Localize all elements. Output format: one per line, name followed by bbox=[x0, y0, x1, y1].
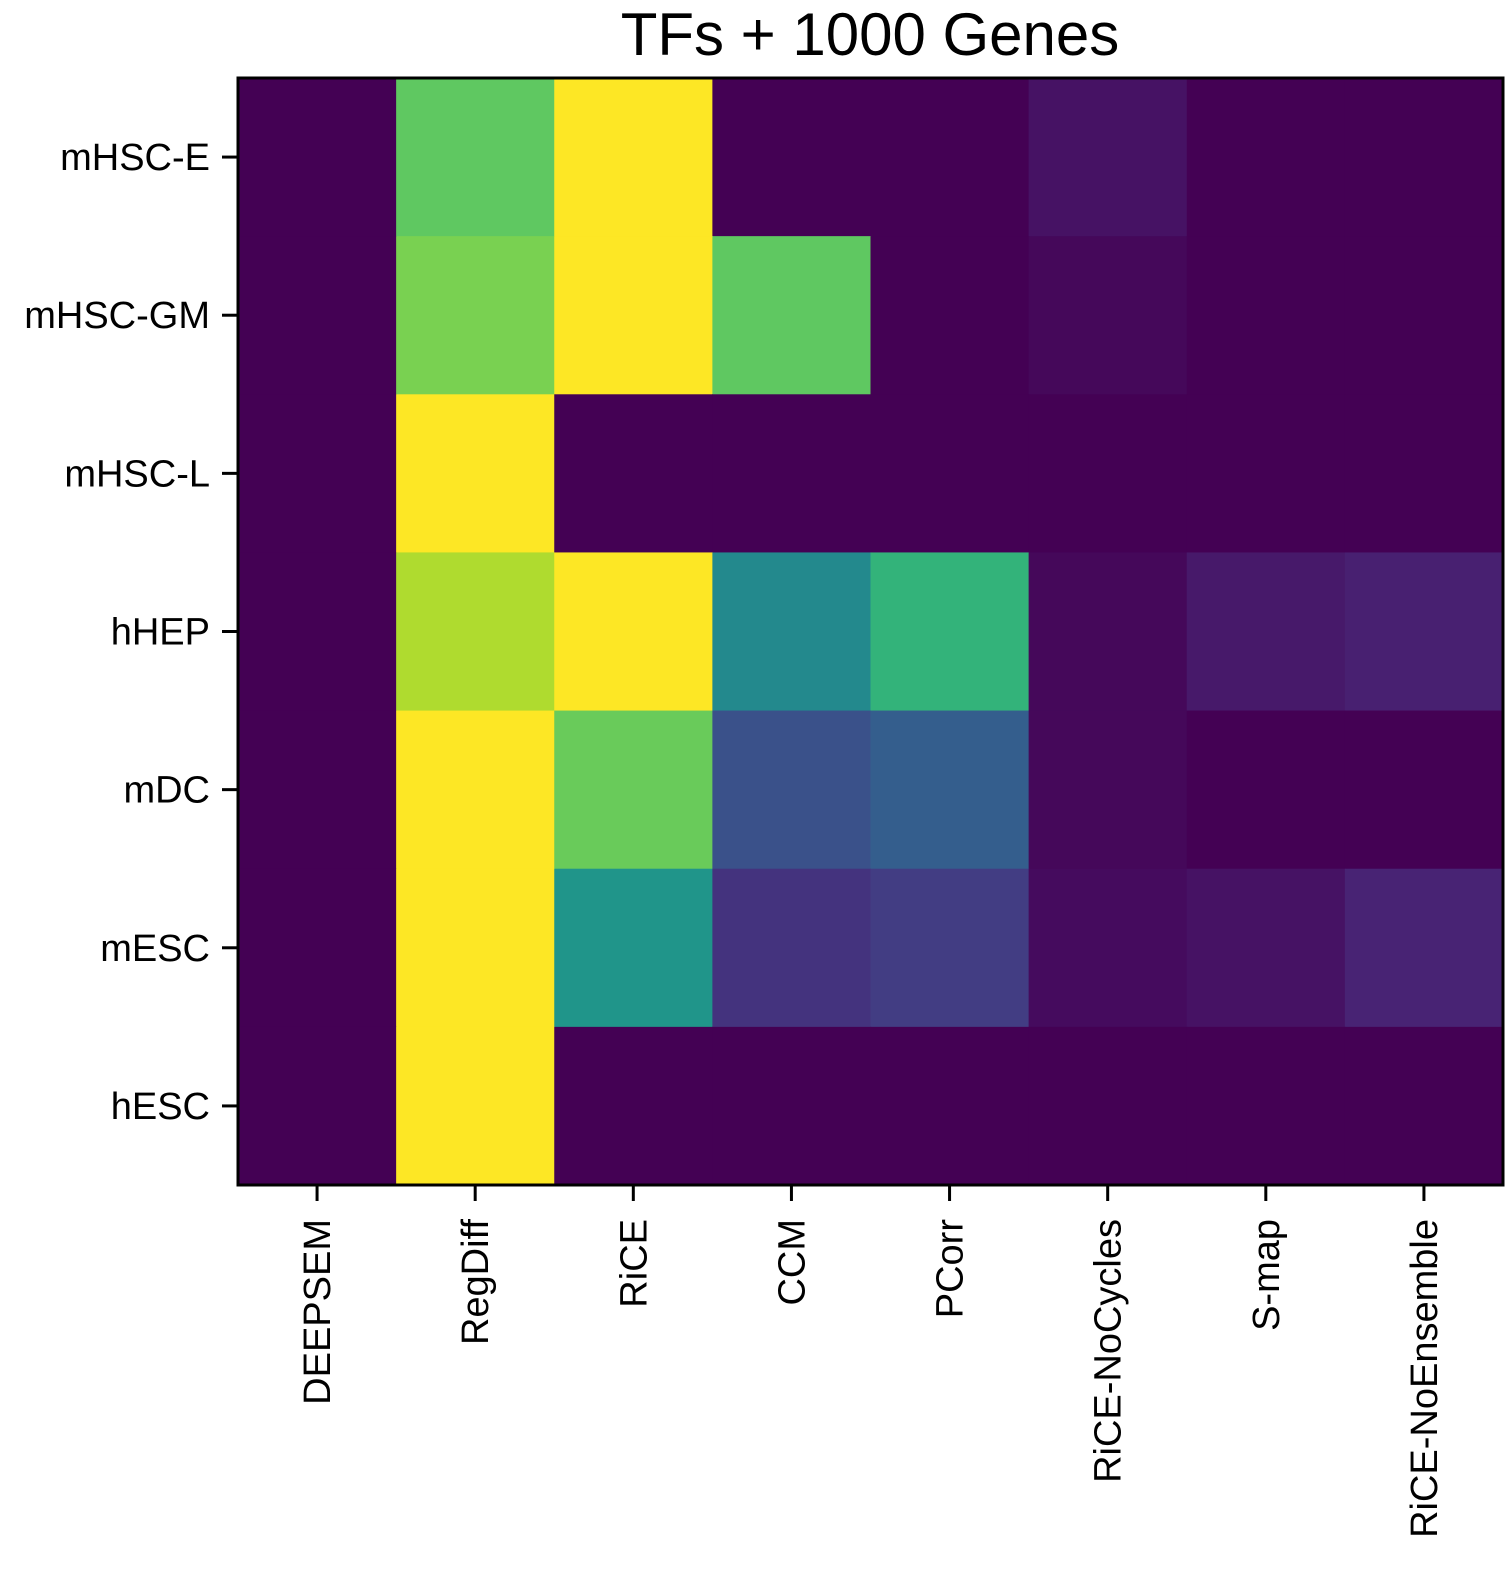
heatmap-cell-mDC-RiCE-NoEnsemble bbox=[1344, 710, 1504, 870]
heatmap-cell-mHSC-GM-S-map bbox=[1186, 236, 1346, 395]
chart-title: TFs + 1000 Genes bbox=[621, 1, 1120, 68]
x-tick-label: RiCE-NoEnsemble bbox=[1404, 1219, 1446, 1538]
heatmap-cell-mDC-DEEPSEM bbox=[238, 710, 397, 870]
heatmap-cell-hESC-DEEPSEM bbox=[238, 1026, 397, 1186]
heatmap-cell-hHEP-RiCE-NoEnsemble bbox=[1344, 552, 1504, 712]
heatmap-cell-mESC-CCM bbox=[712, 868, 872, 1028]
heatmap-cell-hESC-RegDiff bbox=[396, 1026, 555, 1186]
heatmap-cell-mHSC-GM-RegDiff bbox=[396, 236, 555, 395]
heatmap-cell-hESC-PCorr bbox=[870, 1026, 1030, 1186]
heatmap-cell-hHEP-DEEPSEM bbox=[238, 552, 397, 712]
x-tick-label: RiCE bbox=[613, 1219, 655, 1308]
heatmap-cell-mHSC-L-PCorr bbox=[870, 394, 1030, 554]
heatmap-cell-hHEP-RiCE-NoCycles bbox=[1028, 552, 1188, 712]
heatmap-cell-mHSC-L-RiCE-NoEnsemble bbox=[1344, 394, 1504, 554]
x-tick-label: S-map bbox=[1246, 1219, 1288, 1331]
heatmap-cell-mESC-RiCE bbox=[554, 868, 713, 1028]
heatmap-cell-mHSC-GM-CCM bbox=[712, 236, 872, 395]
heatmap-cell-hHEP-S-map bbox=[1186, 552, 1346, 712]
heatmap-cell-hHEP-CCM bbox=[712, 552, 872, 712]
heatmap-cell-hESC-RiCE-NoEnsemble bbox=[1344, 1026, 1504, 1186]
heatmap-cell-mDC-S-map bbox=[1186, 710, 1346, 870]
heatmap-cell-mHSC-E-RiCE-NoEnsemble bbox=[1344, 78, 1504, 237]
heatmap-cell-hHEP-RegDiff bbox=[396, 552, 555, 712]
x-tick-label: DEEPSEM bbox=[297, 1219, 339, 1405]
heatmap-cell-mHSC-L-RiCE-NoCycles bbox=[1028, 394, 1188, 554]
y-tick-label: mHSC-GM bbox=[24, 295, 210, 337]
heatmap-cell-hHEP-RiCE bbox=[554, 552, 713, 712]
x-tick-label: RegDiff bbox=[455, 1219, 497, 1345]
heatmap-cell-mHSC-GM-RiCE-NoEnsemble bbox=[1344, 236, 1504, 395]
x-tick-label: RiCE-NoCycles bbox=[1088, 1219, 1130, 1483]
heatmap-cell-mDC-RiCE-NoCycles bbox=[1028, 710, 1188, 870]
y-tick-label: mHSC-L bbox=[64, 453, 210, 495]
heatmap-cell-mHSC-E-CCM bbox=[712, 78, 872, 237]
heatmap-cells bbox=[238, 78, 1504, 1186]
heatmap-cell-mHSC-L-CCM bbox=[712, 394, 872, 554]
x-axis: DEEPSEM RegDiff RiCE CCM PCorr RiCE-NoCycles S… bbox=[297, 1185, 1446, 1538]
heatmap-cell-mDC-RegDiff bbox=[396, 710, 555, 870]
heatmap-cell-mESC-DEEPSEM bbox=[238, 868, 397, 1028]
heatmap-cell-hESC-S-map bbox=[1186, 1026, 1346, 1186]
heatmap-cell-hESC-RiCE-NoCycles bbox=[1028, 1026, 1188, 1186]
heatmap-cell-mHSC-L-RegDiff bbox=[396, 394, 555, 554]
heatmap-cell-mHSC-E-RiCE-NoCycles bbox=[1028, 78, 1188, 237]
y-tick-label: mDC bbox=[123, 770, 210, 812]
heatmap-cell-mHSC-E-DEEPSEM bbox=[238, 78, 397, 237]
heatmap-cell-mHSC-GM-RiCE bbox=[554, 236, 713, 395]
heatmap-cell-hHEP-PCorr bbox=[870, 552, 1030, 712]
x-tick-label: CCM bbox=[771, 1219, 813, 1306]
heatmap-cell-mHSC-GM-PCorr bbox=[870, 236, 1030, 395]
heatmap-cell-mHSC-GM-RiCE-NoCycles bbox=[1028, 236, 1188, 395]
heatmap-cell-mESC-S-map bbox=[1186, 868, 1346, 1028]
heatmap-cell-mESC-RegDiff bbox=[396, 868, 555, 1028]
heatmap-cell-hESC-RiCE bbox=[554, 1026, 713, 1186]
y-tick-label: hHEP bbox=[111, 612, 210, 654]
heatmap-cell-mDC-RiCE bbox=[554, 710, 713, 870]
heatmap-cell-mDC-PCorr bbox=[870, 710, 1030, 870]
x-tick-label: PCorr bbox=[930, 1219, 972, 1319]
y-axis: mHSC-E mHSC-GM mHSC-L hHEP mDC mESC hESC bbox=[24, 137, 238, 1128]
y-tick-label: mESC bbox=[100, 928, 210, 970]
heatmap-cell-mESC-RiCE-NoEnsemble bbox=[1344, 868, 1504, 1028]
y-tick-label: hESC bbox=[111, 1086, 210, 1128]
heatmap-cell-mHSC-L-S-map bbox=[1186, 394, 1346, 554]
heatmap-cell-mHSC-E-RegDiff bbox=[396, 78, 555, 237]
heatmap-cell-mDC-CCM bbox=[712, 710, 872, 870]
heatmap-cell-mHSC-L-DEEPSEM bbox=[238, 394, 397, 554]
heatmap-cell-mHSC-E-PCorr bbox=[870, 78, 1030, 237]
heatmap-cell-mHSC-E-RiCE bbox=[554, 78, 713, 237]
heatmap-cell-mHSC-L-RiCE bbox=[554, 394, 713, 554]
heatmap-cell-mESC-PCorr bbox=[870, 868, 1030, 1028]
heatmap-cell-mHSC-E-S-map bbox=[1186, 78, 1346, 237]
heatmap-cell-mESC-RiCE-NoCycles bbox=[1028, 868, 1188, 1028]
y-tick-label: mHSC-E bbox=[60, 137, 210, 179]
heatmap-cell-hESC-CCM bbox=[712, 1026, 872, 1186]
heatmap-cell-mHSC-GM-DEEPSEM bbox=[238, 236, 397, 395]
